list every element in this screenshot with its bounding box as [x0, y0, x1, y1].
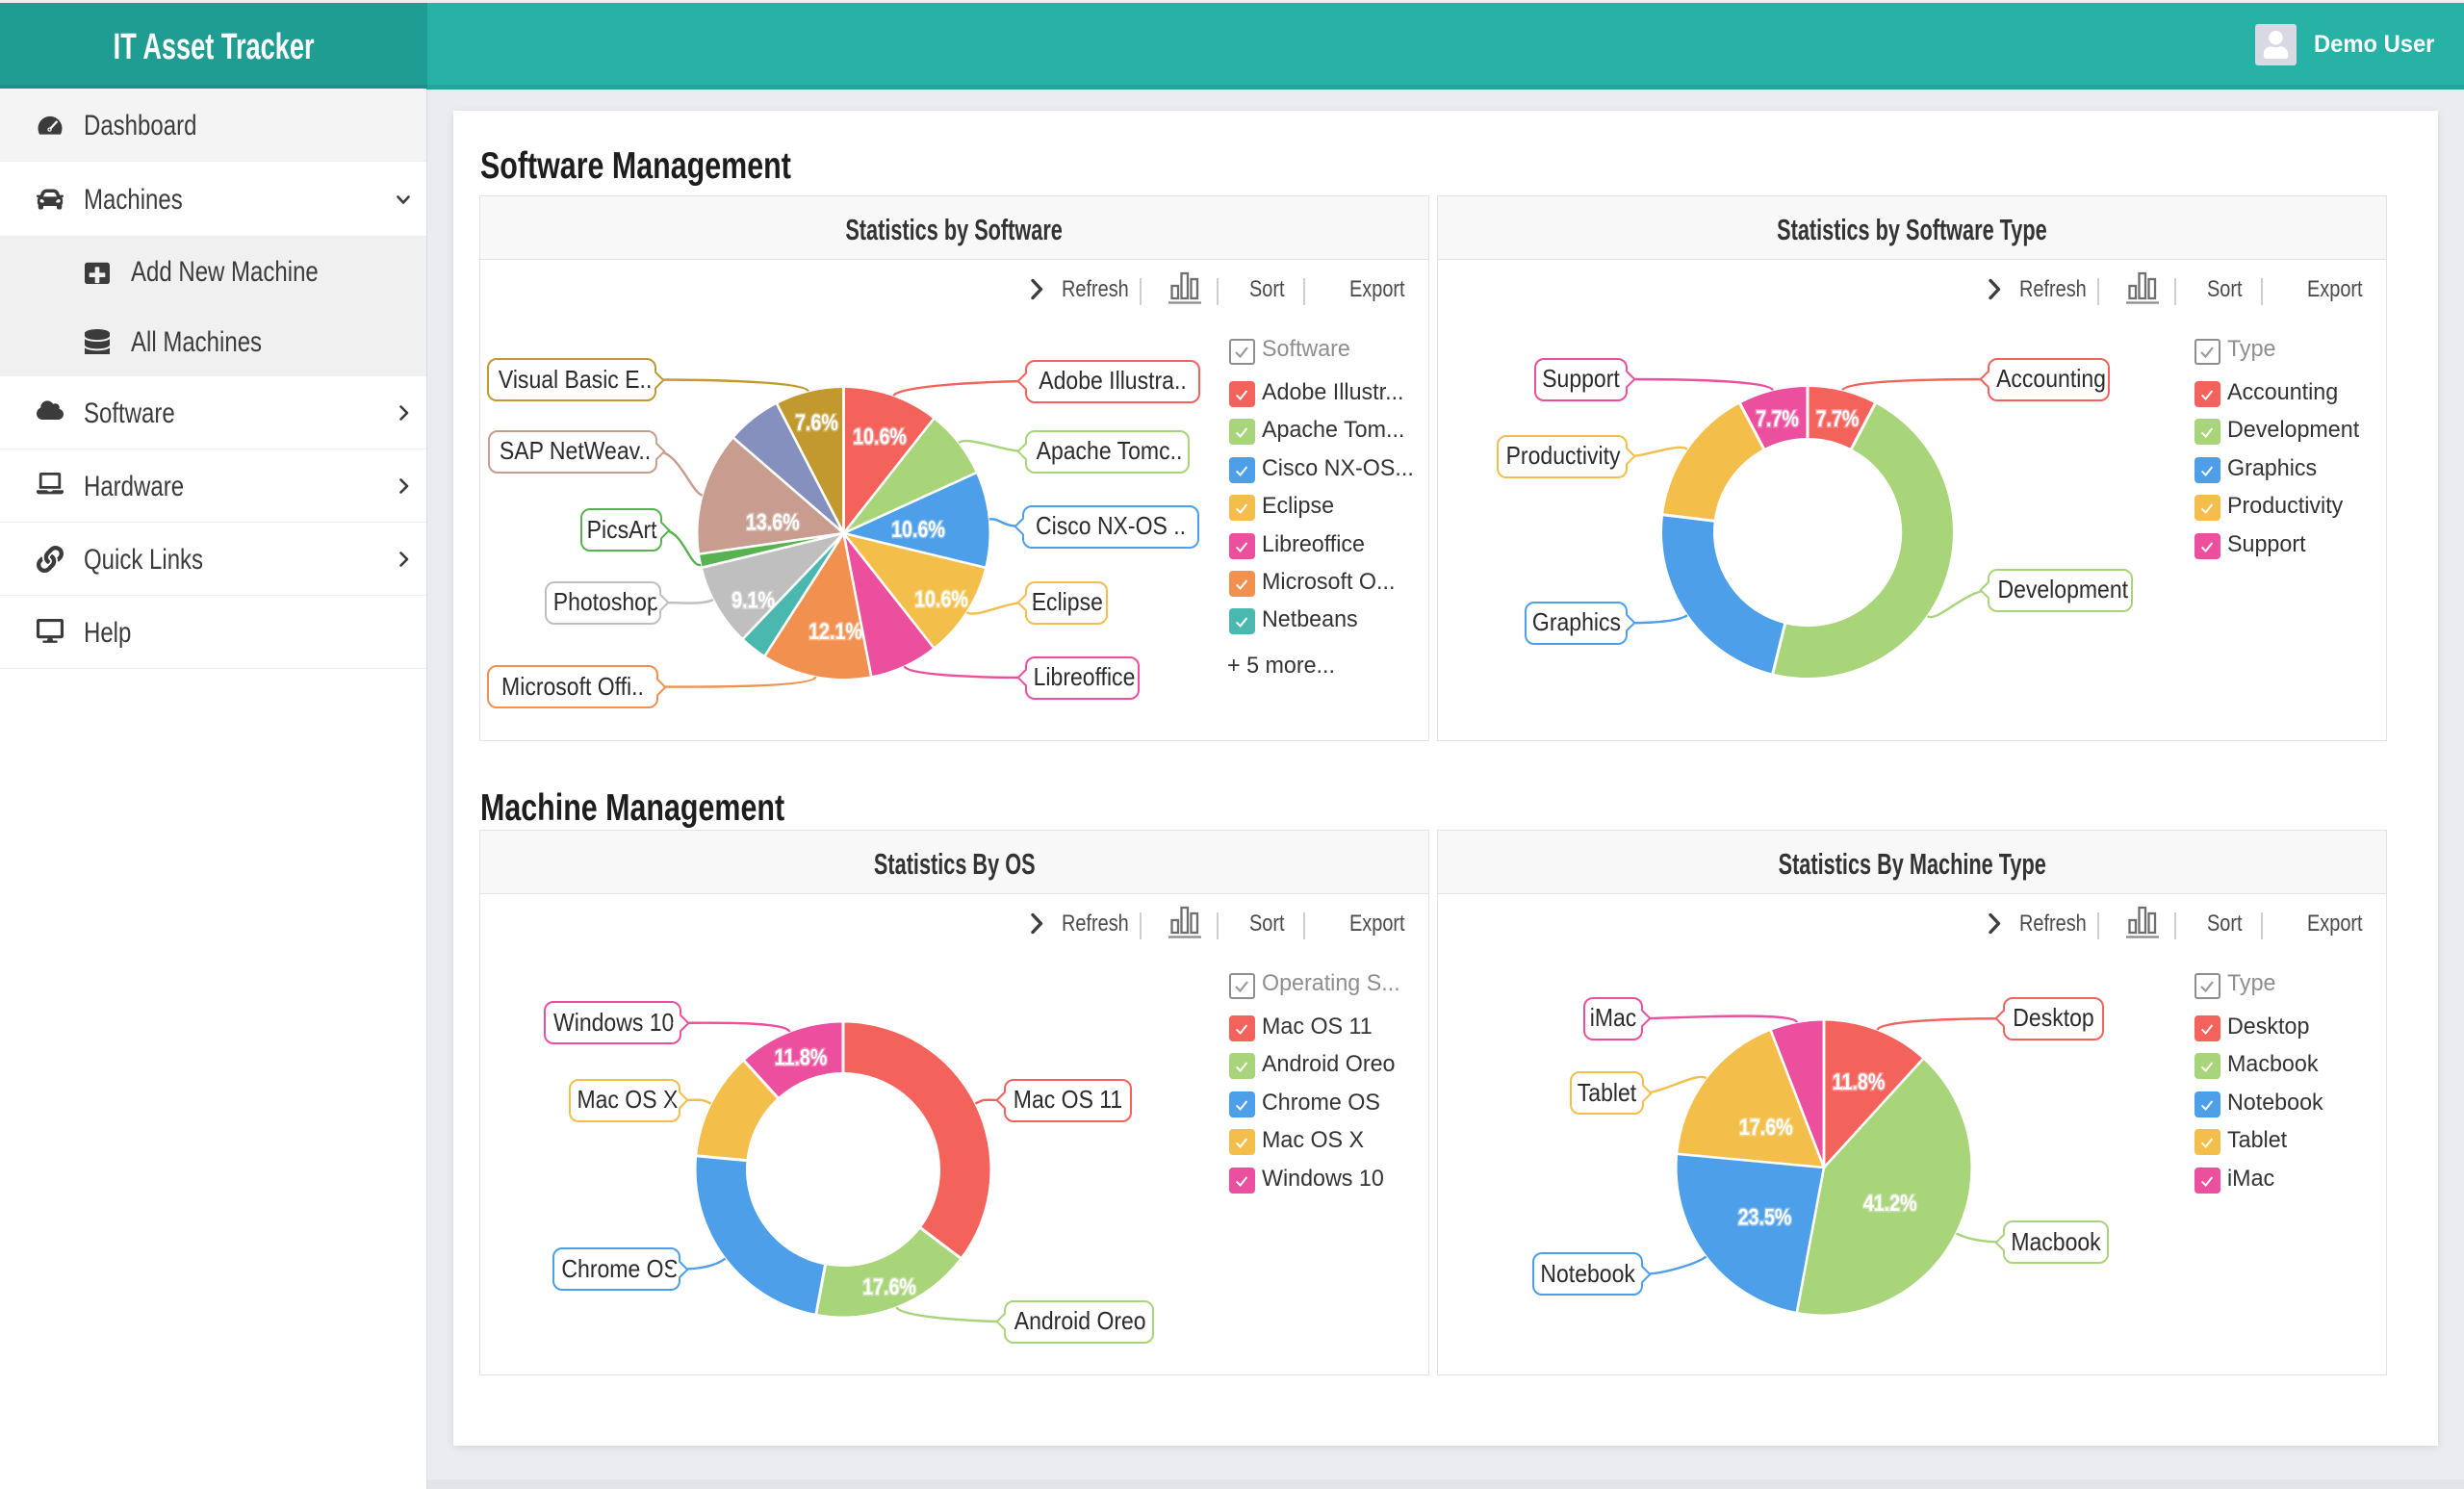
svg-text:13.6%: 13.6% [746, 509, 800, 535]
svg-text:7.7%: 7.7% [1756, 405, 1799, 431]
svg-text:11.8%: 11.8% [1833, 1068, 1886, 1094]
svg-text:10.6%: 10.6% [853, 424, 907, 449]
svg-text:7.6%: 7.6% [795, 409, 838, 435]
svg-text:9.1%: 9.1% [732, 587, 775, 613]
svg-text:17.6%: 17.6% [862, 1273, 916, 1299]
svg-text:7.7%: 7.7% [1816, 405, 1860, 431]
svg-text:41.2%: 41.2% [1863, 1190, 1917, 1216]
svg-text:23.5%: 23.5% [1738, 1203, 1792, 1229]
svg-text:12.1%: 12.1% [808, 618, 862, 644]
svg-text:17.6%: 17.6% [1739, 1114, 1793, 1140]
svg-text:10.6%: 10.6% [891, 516, 945, 542]
svg-text:10.6%: 10.6% [914, 586, 968, 612]
svg-text:11.8%: 11.8% [775, 1044, 828, 1070]
